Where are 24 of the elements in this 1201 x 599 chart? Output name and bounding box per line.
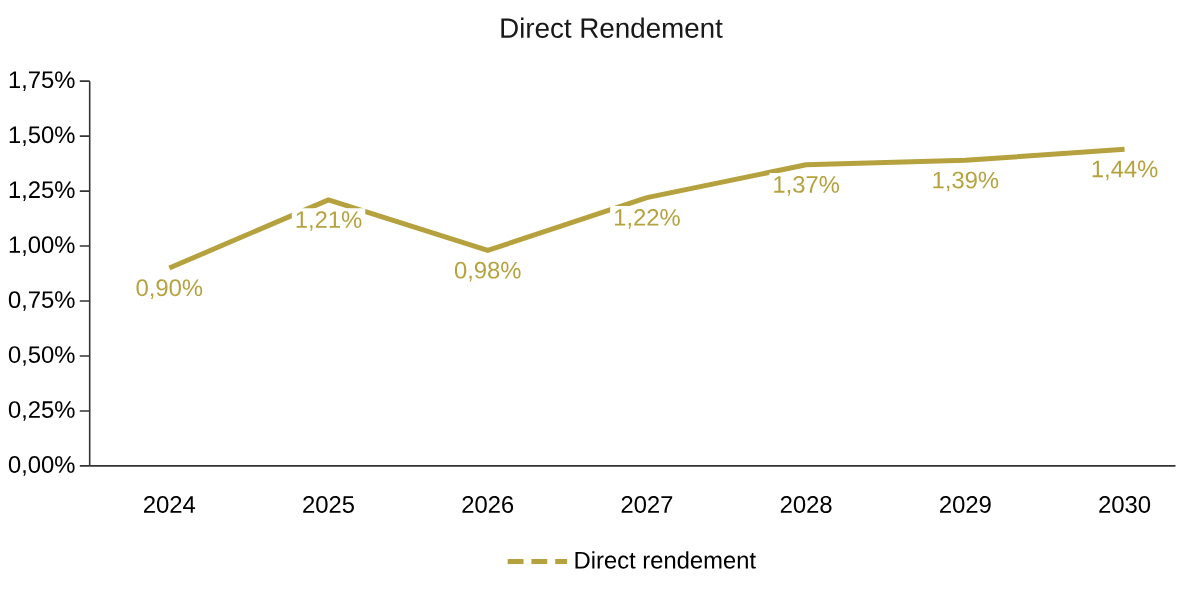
x-tick-label: 2029 (940, 496, 991, 513)
y-tick-label: 1,00% (9, 236, 75, 256)
x-tick-label: 2025 (303, 496, 354, 513)
y-tick-label: 1,75% (9, 71, 75, 91)
y-tick-label: 0,75% (8, 291, 75, 311)
y-tick-label: 1,25% (9, 181, 75, 201)
x-tick-label: 2027 (621, 496, 673, 513)
data-label: 1,21% (296, 211, 362, 231)
data-label: 1,39% (933, 171, 999, 192)
data-label: 1,22% (614, 209, 680, 229)
y-tick-label: 0,25% (8, 401, 75, 421)
data-label: 1,37% (774, 176, 840, 196)
y-tick-label: 0,50% (8, 346, 75, 366)
data-label: 0,90% (136, 279, 203, 300)
data-label: 0,98% (454, 261, 521, 282)
x-tick-label: 2030 (1099, 496, 1151, 513)
x-tick-label: 2026 (462, 496, 514, 513)
legend-label: Direct rendement (575, 551, 756, 569)
x-tick-label: 2028 (780, 496, 832, 513)
chart-title: Direct Rendement (501, 17, 723, 38)
x-tick-label: 2024 (144, 496, 196, 513)
y-tick-label: 0,00% (8, 456, 75, 476)
y-tick-label: 1,50% (9, 126, 75, 146)
data-label: 1,44% (1092, 160, 1158, 181)
